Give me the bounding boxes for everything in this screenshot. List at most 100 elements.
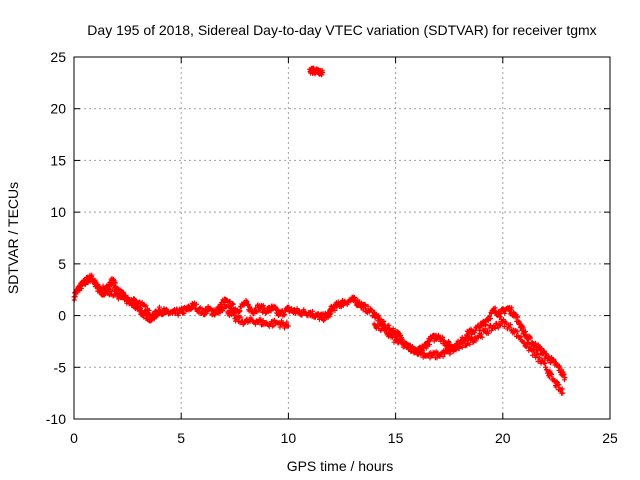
data-point bbox=[488, 316, 494, 322]
data-point bbox=[442, 351, 448, 357]
data-point bbox=[322, 315, 328, 321]
data-point bbox=[554, 379, 560, 385]
x-axis-label: GPS time / hours bbox=[287, 458, 394, 474]
data-point bbox=[518, 334, 524, 340]
data-point bbox=[378, 316, 384, 322]
data-point bbox=[327, 313, 333, 319]
data-point bbox=[478, 331, 484, 337]
plot-frame bbox=[73, 56, 611, 420]
data-point bbox=[408, 348, 414, 354]
data-point bbox=[105, 285, 111, 291]
data-point bbox=[440, 353, 446, 359]
data-point bbox=[365, 303, 371, 309]
data-point bbox=[560, 390, 566, 396]
y-tick-label: 25 bbox=[50, 49, 66, 65]
data-points bbox=[71, 65, 568, 396]
data-point bbox=[320, 70, 326, 76]
y-tick-label: -5 bbox=[54, 359, 67, 375]
data-point bbox=[282, 312, 288, 318]
data-point bbox=[543, 364, 549, 370]
data-point bbox=[458, 340, 464, 346]
data-point bbox=[457, 344, 463, 350]
data-point bbox=[434, 355, 440, 361]
y-axis-label: SDTVAR / TECUs bbox=[5, 182, 21, 294]
data-point bbox=[263, 310, 269, 316]
data-point bbox=[479, 334, 485, 340]
data-point bbox=[531, 349, 537, 355]
data-point bbox=[521, 325, 527, 331]
data-point bbox=[497, 322, 503, 328]
data-point bbox=[332, 307, 338, 313]
data-point bbox=[509, 305, 515, 311]
data-point bbox=[537, 355, 543, 361]
y-tick-label: -10 bbox=[46, 411, 66, 427]
data-point bbox=[103, 288, 109, 294]
data-point bbox=[488, 322, 494, 328]
data-point bbox=[237, 308, 243, 314]
data-point bbox=[143, 303, 149, 309]
x-tick-label: 15 bbox=[388, 430, 404, 446]
data-point bbox=[524, 344, 530, 350]
data-point bbox=[113, 288, 119, 294]
data-point bbox=[482, 326, 488, 332]
data-point bbox=[112, 279, 118, 285]
data-point bbox=[223, 304, 229, 310]
data-point bbox=[277, 324, 283, 330]
axis-ticks bbox=[73, 56, 611, 420]
data-point bbox=[525, 340, 531, 346]
data-point bbox=[541, 348, 547, 354]
chart-title: Day 195 of 2018, Sidereal Day-to-day VTE… bbox=[87, 22, 596, 38]
data-point bbox=[507, 324, 513, 330]
data-point bbox=[501, 323, 507, 329]
data-point bbox=[238, 314, 244, 320]
data-point bbox=[226, 313, 232, 319]
data-point bbox=[448, 345, 454, 351]
data-point bbox=[548, 371, 554, 377]
data-point bbox=[561, 371, 567, 377]
data-point bbox=[129, 298, 135, 304]
data-point bbox=[328, 311, 334, 317]
data-point bbox=[467, 341, 473, 347]
x-tick-label: 5 bbox=[177, 430, 185, 446]
data-point bbox=[473, 338, 479, 344]
data-point bbox=[488, 328, 494, 334]
data-point bbox=[386, 322, 392, 328]
data-point bbox=[483, 321, 489, 327]
data-point bbox=[498, 322, 504, 328]
y-tick-label: 15 bbox=[50, 152, 66, 168]
x-tick-label: 20 bbox=[495, 430, 511, 446]
y-tick-label: 5 bbox=[58, 256, 66, 272]
data-point bbox=[556, 382, 562, 388]
data-point bbox=[447, 351, 453, 357]
data-point bbox=[471, 339, 477, 345]
x-tick-label: 25 bbox=[602, 430, 618, 446]
data-point bbox=[260, 302, 266, 308]
data-point bbox=[257, 319, 263, 325]
data-point bbox=[130, 302, 136, 308]
data-point bbox=[180, 310, 186, 316]
data-point bbox=[194, 301, 200, 307]
data-point bbox=[534, 351, 540, 357]
data-point bbox=[284, 319, 290, 325]
data-point bbox=[559, 386, 565, 392]
data-point bbox=[465, 340, 471, 346]
data-point bbox=[546, 374, 552, 380]
data-point bbox=[450, 349, 456, 355]
data-point bbox=[514, 329, 520, 335]
data-point bbox=[285, 323, 291, 329]
data-point bbox=[416, 346, 422, 352]
data-point bbox=[142, 303, 148, 309]
y-tick-label: 20 bbox=[50, 101, 66, 117]
data-point bbox=[236, 309, 242, 315]
data-point bbox=[383, 326, 389, 332]
data-point bbox=[562, 375, 568, 381]
data-point bbox=[462, 338, 468, 344]
data-point bbox=[524, 340, 530, 346]
data-point bbox=[507, 322, 513, 328]
data-point bbox=[96, 283, 102, 289]
data-point bbox=[310, 308, 316, 314]
grid bbox=[74, 57, 610, 419]
data-point bbox=[344, 301, 350, 307]
data-point bbox=[146, 307, 152, 313]
